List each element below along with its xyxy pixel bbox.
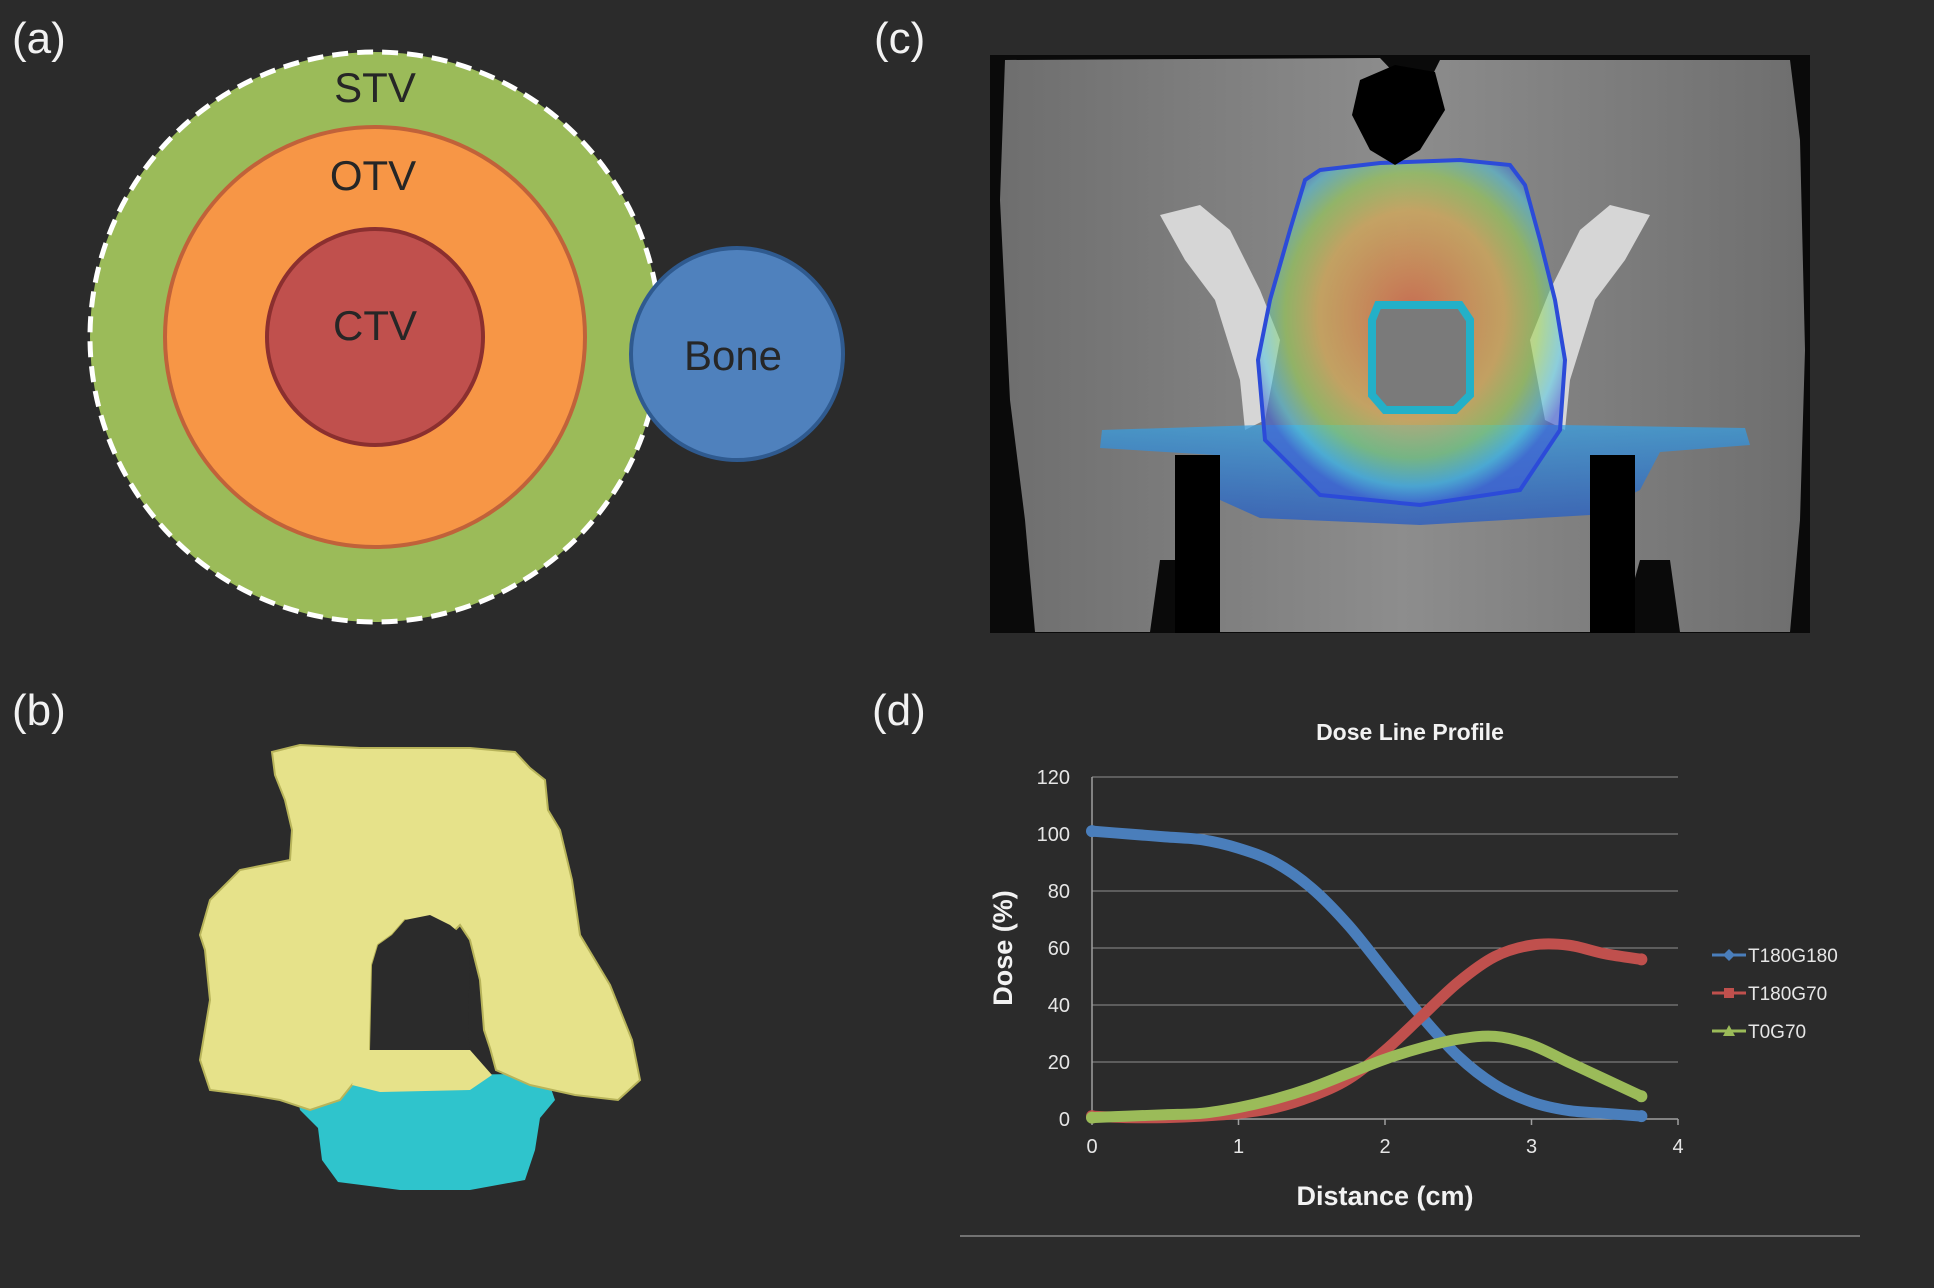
target-volume-diagram: STV OTV CTV Bone xyxy=(87,49,845,625)
legend-marker-t180g180 xyxy=(1723,949,1735,961)
series-line-t180g180 xyxy=(1086,825,1647,1122)
series-line-t180g70 xyxy=(1086,938,1647,1124)
legend-label-t180g180: T180G180 xyxy=(1748,946,1838,967)
bone-circle xyxy=(629,246,845,462)
x-tick-label: 3 xyxy=(1526,1136,1537,1158)
ct-pelvis-left xyxy=(1160,205,1280,430)
panel-label-b: (b) xyxy=(12,686,66,735)
y-tick-label: 0 xyxy=(1059,1109,1070,1131)
ct-air-region xyxy=(1352,65,1445,165)
data-point-t180g180 xyxy=(1086,825,1098,838)
data-point-t0g70 xyxy=(1635,1090,1648,1103)
cyan-target-volume xyxy=(295,1074,555,1190)
ct-table-leg-right xyxy=(1590,455,1635,633)
y-axis-label: Dose (%) xyxy=(988,890,1018,1006)
ct-table-leg-left xyxy=(1175,455,1220,633)
y-tick-label: 40 xyxy=(1048,995,1070,1017)
ct-spinal-canal xyxy=(1368,301,1474,414)
chart-legend: T180G180 T180G70 T0G70 xyxy=(1712,946,1838,1043)
panel-label-c: (c) xyxy=(874,14,926,63)
y-tick-label: 120 xyxy=(1037,767,1070,789)
series-line-t0g70 xyxy=(1086,1030,1647,1124)
x-tick-labels: 0 1 2 3 4 xyxy=(1086,1136,1683,1158)
legend-marker-t180g70 xyxy=(1724,988,1734,998)
bone-label: Bone xyxy=(684,332,782,379)
ctv-circle xyxy=(265,227,485,447)
x-tick-label: 2 xyxy=(1379,1136,1390,1158)
series-lines xyxy=(1086,825,1648,1124)
chart-gridlines xyxy=(1092,776,1678,1063)
legend-label-t0g70: T0G70 xyxy=(1748,1022,1806,1043)
panel-label-a: (a) xyxy=(12,14,66,63)
x-axis-label: Distance (cm) xyxy=(1296,1181,1473,1211)
y-tick-label: 20 xyxy=(1048,1052,1070,1074)
panel-label-d: (d) xyxy=(872,686,926,735)
vertebra-3d-model xyxy=(198,743,642,1190)
ct-dose-image xyxy=(990,55,1810,633)
legend-marker-t0g70 xyxy=(1723,1025,1735,1036)
otv-label: OTV xyxy=(330,152,416,199)
x-tick-label: 4 xyxy=(1672,1136,1683,1158)
chart-title: Dose Line Profile xyxy=(1316,719,1504,745)
y-tick-label: 80 xyxy=(1048,881,1070,903)
x-tick-label: 1 xyxy=(1233,1136,1244,1158)
y-tick-label: 100 xyxy=(1037,824,1070,846)
data-point-t180g180 xyxy=(1635,1110,1648,1123)
data-point-t0g70 xyxy=(1086,1111,1098,1124)
y-tick-label: 60 xyxy=(1048,938,1070,960)
y-tick-labels: 0 20 40 60 80 100 120 xyxy=(1037,767,1070,1131)
legend-label-t180g70: T180G70 xyxy=(1748,984,1827,1005)
data-point-t180g70 xyxy=(1635,953,1648,966)
stv-label: STV xyxy=(334,64,416,111)
vertebra-foramen xyxy=(370,915,470,1055)
vertebral-body-top xyxy=(352,1050,492,1092)
x-tick-label: 0 xyxy=(1086,1136,1097,1158)
ctv-label: CTV xyxy=(333,302,417,349)
